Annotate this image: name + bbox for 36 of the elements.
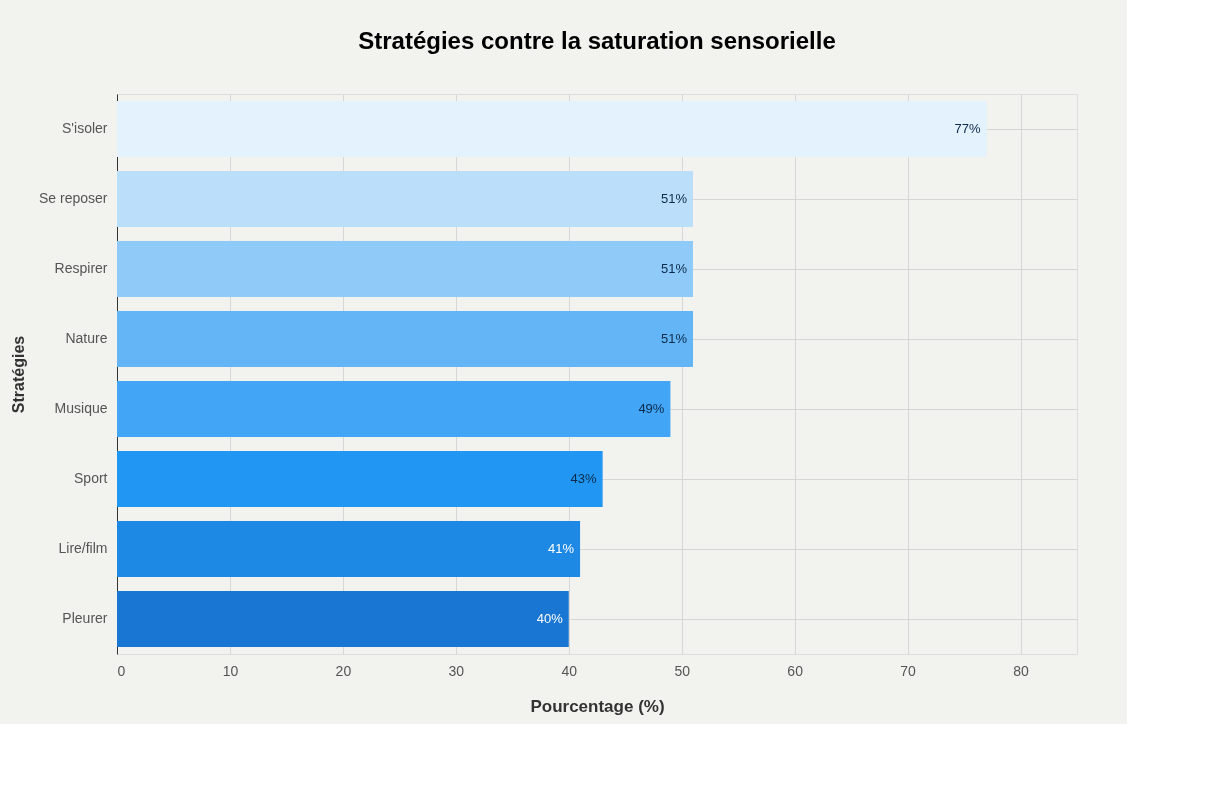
bar [117, 171, 693, 227]
bar [117, 311, 693, 367]
x-tick-label: 20 [335, 662, 352, 679]
x-axis-title: Pourcentage (%) [530, 696, 665, 716]
x-tick-label: 70 [900, 662, 917, 679]
bar [117, 521, 581, 577]
y-tick-label: Sport [74, 470, 108, 486]
x-tick-label: 10 [222, 662, 239, 679]
x-tick-label: 60 [787, 662, 804, 679]
bar [117, 591, 569, 647]
x-tick-label: 80 [1013, 662, 1030, 679]
y-tick-label: Nature [65, 330, 108, 346]
data-label: 43% [570, 471, 598, 486]
data-label: 51% [660, 261, 688, 276]
y-tick-label: Lire/film [58, 540, 108, 556]
bar [117, 241, 693, 297]
y-axis-title: Stratégies [10, 335, 28, 414]
y-tick-label: Musique [54, 400, 108, 416]
bar [117, 451, 603, 507]
x-tick-label: 50 [674, 662, 691, 679]
y-tick-label: Respirer [54, 260, 108, 276]
y-tick-label: Se reposer [39, 190, 108, 206]
y-tick-label: Pleurer [62, 610, 108, 626]
y-tick-label: S'isoler [62, 120, 108, 136]
x-tick-label: 0 [117, 662, 126, 679]
bar [117, 381, 671, 437]
data-label: 51% [660, 191, 688, 206]
data-label: 40% [536, 611, 564, 626]
x-tick-label: 40 [561, 662, 578, 679]
x-tick-label: 30 [448, 662, 465, 679]
data-label: 41% [548, 541, 575, 556]
data-label: 51% [660, 331, 688, 346]
data-label: 77% [954, 121, 982, 136]
bar [117, 101, 987, 157]
data-label: 49% [638, 401, 665, 416]
chart-title: Stratégies contre la saturation sensorielle [358, 27, 836, 54]
